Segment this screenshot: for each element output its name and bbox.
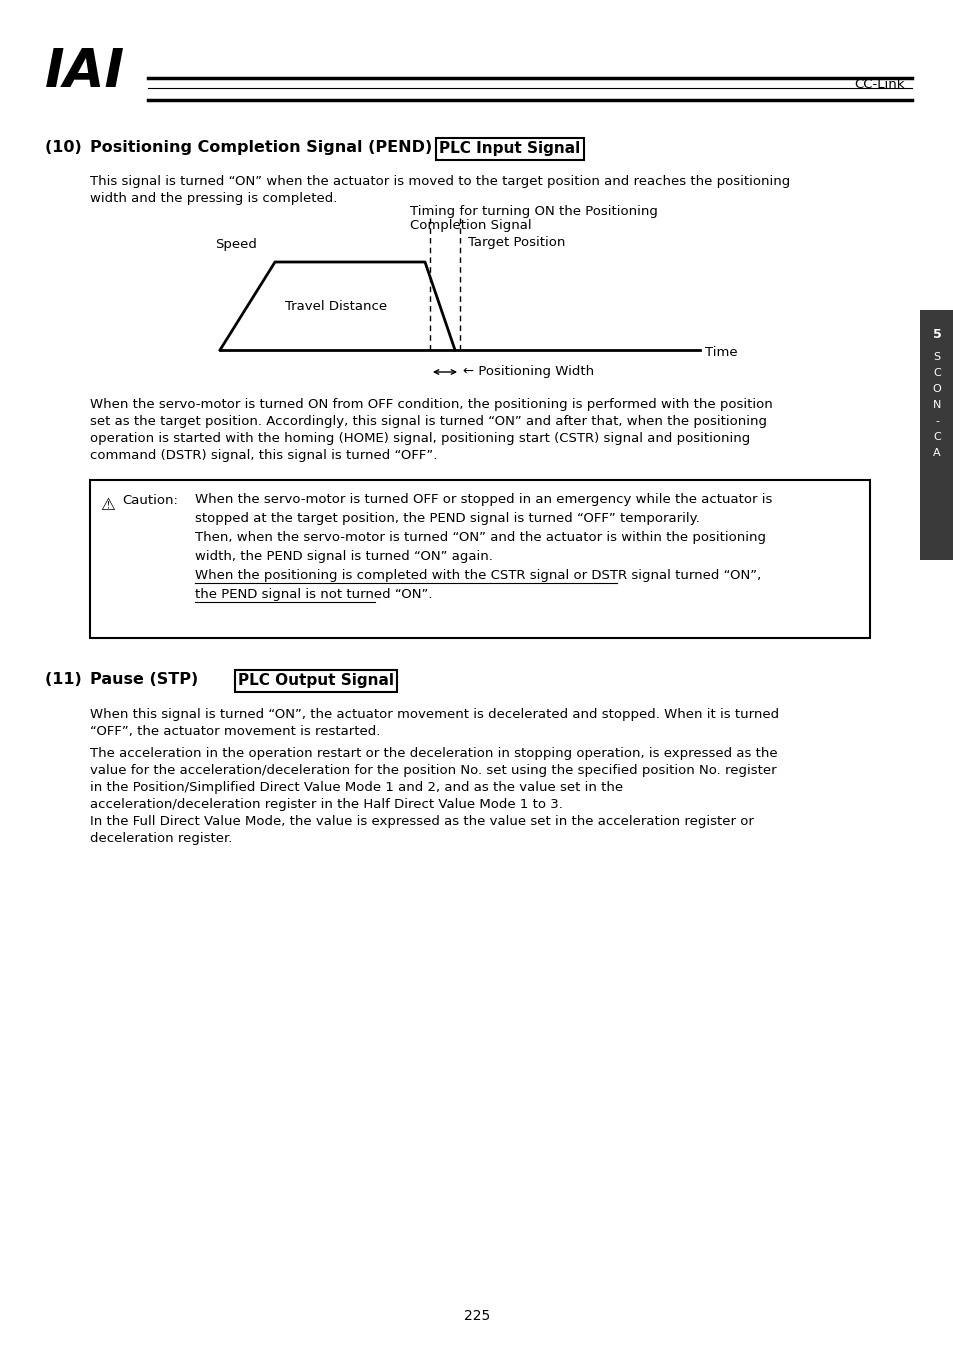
Text: stopped at the target position, the PEND signal is turned “OFF” temporarily.: stopped at the target position, the PEND… — [194, 512, 699, 525]
Text: the PEND signal is not turned “ON”.: the PEND signal is not turned “ON”. — [194, 589, 432, 601]
Text: 225: 225 — [463, 1310, 490, 1323]
Text: C: C — [932, 432, 940, 441]
Text: in the Position/Simplified Direct Value Mode 1 and 2, and as the value set in th: in the Position/Simplified Direct Value … — [90, 782, 622, 794]
Text: width, the PEND signal is turned “ON” again.: width, the PEND signal is turned “ON” ag… — [194, 549, 493, 563]
Text: S: S — [932, 352, 940, 362]
Text: 5: 5 — [932, 328, 941, 342]
Text: -: - — [934, 416, 938, 427]
Text: width and the pressing is completed.: width and the pressing is completed. — [90, 192, 337, 205]
Text: When the servo-motor is turned OFF or stopped in an emergency while the actuator: When the servo-motor is turned OFF or st… — [194, 493, 772, 506]
Text: deceleration register.: deceleration register. — [90, 832, 233, 845]
Text: Positioning Completion Signal (PEND): Positioning Completion Signal (PEND) — [90, 140, 432, 155]
Text: The acceleration in the operation restart or the deceleration in stopping operat: The acceleration in the operation restar… — [90, 747, 777, 760]
Text: Pause (STP): Pause (STP) — [90, 672, 198, 687]
Text: set as the target position. Accordingly, this signal is turned “ON” and after th: set as the target position. Accordingly,… — [90, 414, 766, 428]
Text: Travel Distance: Travel Distance — [285, 300, 387, 313]
Text: C: C — [932, 369, 940, 378]
Text: N: N — [932, 400, 941, 410]
Bar — [90, 481, 869, 639]
Text: When this signal is turned “ON”, the actuator movement is decelerated and stoppe: When this signal is turned “ON”, the act… — [90, 707, 779, 721]
Bar — [234, 670, 396, 693]
Text: value for the acceleration/deceleration for the position No. set using the speci: value for the acceleration/deceleration … — [90, 764, 776, 778]
Text: Target Position: Target Position — [468, 236, 565, 248]
Bar — [919, 310, 953, 560]
Text: operation is started with the homing (HOME) signal, positioning start (CSTR) sig: operation is started with the homing (HO… — [90, 432, 749, 446]
Text: ⚠: ⚠ — [100, 495, 114, 514]
Text: PLC Input Signal: PLC Input Signal — [439, 142, 580, 157]
Text: (10): (10) — [45, 140, 92, 155]
Text: Then, when the servo-motor is turned “ON” and the actuator is within the positio: Then, when the servo-motor is turned “ON… — [194, 531, 765, 544]
Text: This signal is turned “ON” when the actuator is moved to the target position and: This signal is turned “ON” when the actu… — [90, 176, 789, 188]
Text: A: A — [932, 448, 940, 458]
Text: (11): (11) — [45, 672, 92, 687]
Text: acceleration/deceleration register in the Half Direct Value Mode 1 to 3.: acceleration/deceleration register in th… — [90, 798, 562, 811]
Bar — [436, 138, 583, 161]
Text: ← Positioning Width: ← Positioning Width — [462, 366, 594, 378]
Text: Caution:: Caution: — [122, 494, 177, 508]
Text: IAI: IAI — [45, 46, 125, 99]
Text: PLC Output Signal: PLC Output Signal — [237, 674, 394, 688]
Text: “OFF”, the actuator movement is restarted.: “OFF”, the actuator movement is restarte… — [90, 725, 380, 738]
Text: When the servo-motor is turned ON from OFF condition, the positioning is perform: When the servo-motor is turned ON from O… — [90, 398, 772, 410]
Text: Timing for turning ON the Positioning: Timing for turning ON the Positioning — [410, 205, 658, 217]
Text: CC-Link: CC-Link — [854, 77, 904, 90]
Text: When the positioning is completed with the CSTR signal or DSTR signal turned “ON: When the positioning is completed with t… — [194, 568, 760, 582]
Text: In the Full Direct Value Mode, the value is expressed as the value set in the ac: In the Full Direct Value Mode, the value… — [90, 815, 753, 828]
Text: Time: Time — [704, 346, 737, 359]
Text: Completion Signal: Completion Signal — [410, 219, 531, 232]
Text: Speed: Speed — [214, 238, 256, 251]
Text: O: O — [932, 383, 941, 394]
Text: command (DSTR) signal, this signal is turned “OFF”.: command (DSTR) signal, this signal is tu… — [90, 450, 436, 462]
